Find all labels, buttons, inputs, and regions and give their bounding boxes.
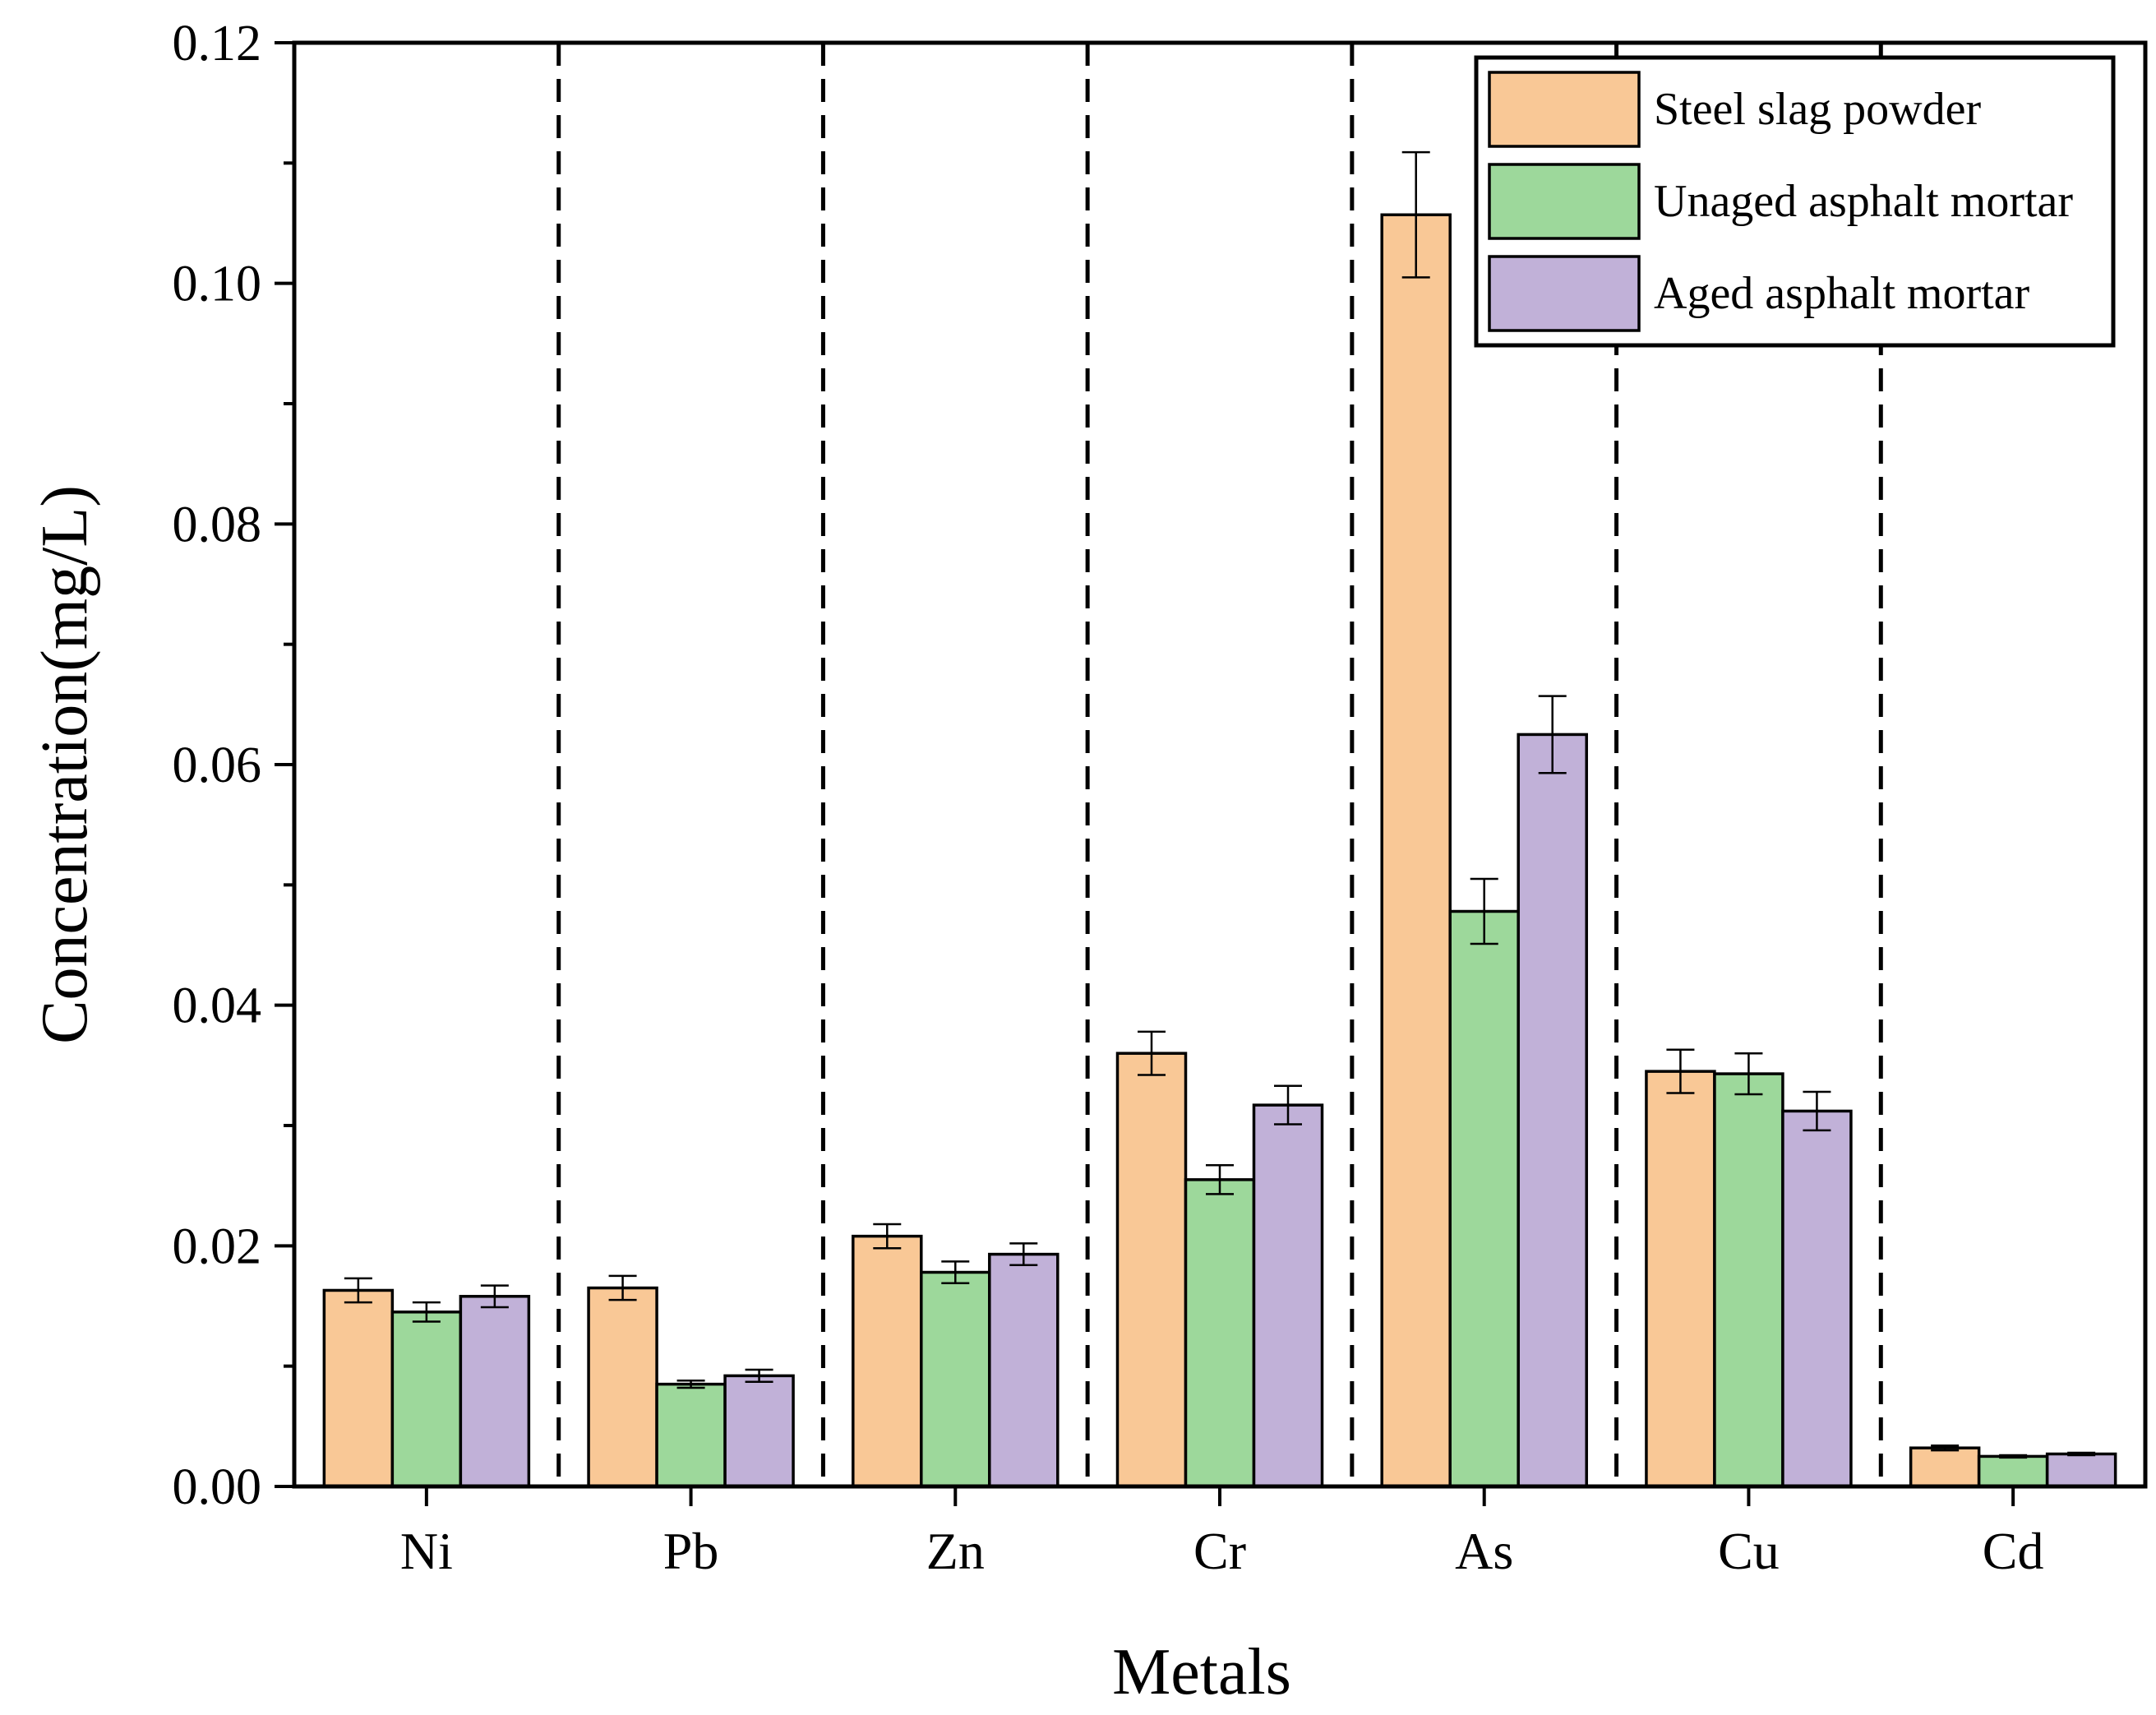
- x-tick-label: Ni: [400, 1522, 453, 1580]
- bar: [1448, 909, 1520, 1488]
- y-axis-ticks: 0.00 0.02 0.04 0.06 0.08 0.10 0.12: [173, 16, 294, 1515]
- y-tick-label: 0.10: [173, 257, 262, 312]
- bar: [390, 1311, 463, 1488]
- bar: [723, 1374, 795, 1488]
- legend-swatch: [1488, 71, 1641, 148]
- x-tick-label: Cr: [1193, 1522, 1246, 1580]
- y-tick-label: 0.12: [173, 16, 262, 72]
- bars-layer: [322, 213, 2117, 1488]
- x-axis-ticks: Ni Pb Zn Cr As Cu Cd: [400, 1486, 2044, 1580]
- bar: [852, 1234, 923, 1488]
- bar: [655, 1382, 727, 1488]
- bar: [920, 1270, 991, 1488]
- x-tick-label: As: [1455, 1522, 1513, 1580]
- bar: [1252, 1103, 1324, 1488]
- bar: [1645, 1070, 1716, 1488]
- bar: [1909, 1446, 1981, 1488]
- bar: [1380, 213, 1452, 1488]
- bar: [1115, 1052, 1188, 1488]
- bar: [1184, 1178, 1256, 1488]
- bar: [1517, 733, 1588, 1488]
- x-tick-label: Cu: [1718, 1522, 1780, 1580]
- bar: [988, 1252, 1060, 1488]
- y-tick-label: 0.00: [173, 1459, 262, 1515]
- legend-label: Steel slag powder: [1654, 84, 1981, 135]
- x-tick-label: Cd: [1983, 1522, 2044, 1580]
- category-separators: [556, 43, 1883, 1486]
- errorbars-layer: [344, 150, 2096, 1459]
- bar: [2045, 1452, 2117, 1488]
- y-axis-title: Concentration(mg/L): [29, 485, 101, 1044]
- legend-swatch: [1488, 163, 1641, 240]
- y-tick-label: 0.08: [173, 497, 262, 552]
- bar: [587, 1286, 658, 1488]
- x-tick-label: Zn: [926, 1522, 985, 1580]
- legend: Steel slag powder Unaged asphalt mortar Ag…: [1474, 55, 2116, 348]
- bar: [1977, 1454, 2049, 1488]
- legend-label: Aged asphalt mortar: [1654, 268, 2030, 319]
- bar: [322, 1288, 395, 1488]
- y-tick-label: 0.04: [173, 978, 262, 1034]
- x-tick-label: Pb: [663, 1522, 719, 1580]
- legend-swatch: [1488, 255, 1641, 332]
- x-axis-title: Metals: [1112, 1636, 1291, 1708]
- bar: [459, 1295, 531, 1488]
- y-tick-label: 0.02: [173, 1218, 262, 1274]
- bar: [1713, 1072, 1784, 1488]
- y-tick-label: 0.06: [173, 737, 262, 793]
- legend-label: Unaged asphalt mortar: [1654, 176, 2073, 227]
- bar: [1781, 1109, 1853, 1488]
